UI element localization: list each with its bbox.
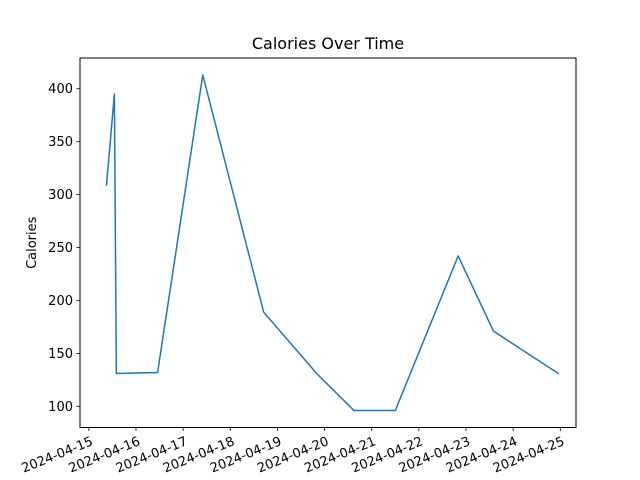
- y-axis-label: Calories: [25, 216, 40, 269]
- series-layer: [105, 74, 560, 412]
- y-tick-label: 150: [48, 347, 73, 362]
- y-tick-label: 200: [48, 294, 73, 309]
- y-axis: 100 150 200 250 300 350 400: [48, 82, 80, 415]
- series-line-0: [105, 74, 560, 412]
- chart-title: Calories Over Time: [252, 34, 404, 53]
- y-tick-label: 400: [48, 82, 73, 97]
- plot-area: [80, 58, 576, 428]
- y-tick-label: 300: [48, 188, 73, 203]
- y-tick-label: 350: [48, 135, 73, 150]
- y-tick-label: 250: [48, 241, 73, 256]
- y-tick-label: 100: [48, 400, 73, 415]
- plot-frame: [79, 57, 577, 428]
